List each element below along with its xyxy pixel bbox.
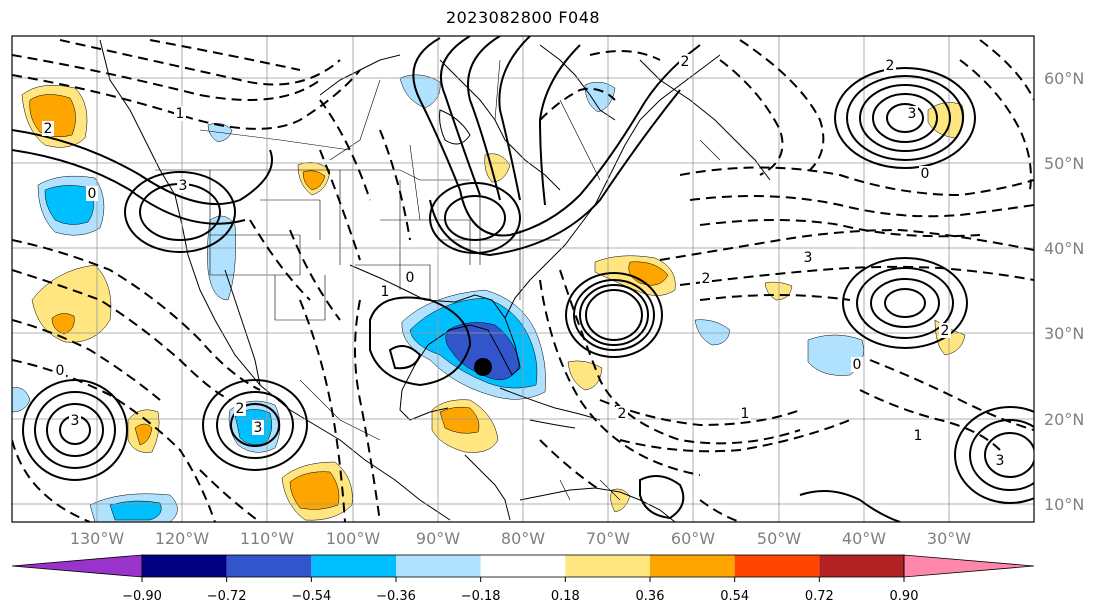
contour-label: 0 (56, 363, 65, 379)
contour-label: 2 (702, 271, 711, 287)
lon-label: 30°W (927, 529, 971, 548)
contour-label: 2 (886, 58, 895, 74)
colorbar-label: −0.36 (376, 589, 416, 604)
contour-label: 2 (618, 406, 627, 422)
colorbar-label: 0.36 (636, 589, 665, 604)
contour-label: 2 (236, 401, 245, 417)
lon-label: 40°W (842, 529, 886, 548)
contour-label: 3 (908, 106, 917, 122)
colorbar: −0.90 −0.72 −0.54 −0.36 −0.18 0.18 0.36 0.54 0.7… (11, 554, 1035, 604)
colorbar-label: 0.18 (551, 589, 580, 604)
lon-axis-labels: 130°W 120°W 110°W 100°W 90°W 80°W 70°W 60°W 50°W… (70, 529, 971, 548)
colorbar-segment (819, 555, 904, 577)
colorbar-segment (311, 555, 396, 577)
contour-label: 3 (71, 413, 80, 429)
colorbar-label: 0.72 (805, 589, 834, 604)
colorbar-label: −0.18 (461, 589, 501, 604)
lon-label: 50°W (757, 529, 801, 548)
colorbar-extend-low (11, 554, 143, 578)
contour-label: 3 (996, 453, 1005, 469)
colorbar-segment (734, 555, 820, 577)
contour-label: 0 (88, 186, 97, 202)
state-borders (155, 59, 721, 501)
colorbar-extend-high (903, 554, 1035, 578)
lon-label: 100°W (326, 529, 381, 548)
lon-label: 130°W (70, 529, 125, 548)
contour-label: 2 (44, 121, 53, 137)
lat-label: 40°N (1044, 239, 1084, 258)
lat-label: 60°N (1044, 69, 1084, 88)
colorbar-label: −0.90 (122, 589, 162, 604)
lat-label: 30°N (1044, 324, 1084, 343)
colorbar-label: −0.72 (207, 589, 247, 604)
storm-center-dot (474, 358, 492, 376)
lon-label: 90°W (416, 529, 460, 548)
colorbar-label: 0.90 (890, 589, 919, 604)
colorbar-label: 0.54 (720, 589, 749, 604)
dashed-contours (12, 39, 1034, 522)
lon-label: 60°W (671, 529, 715, 548)
lon-label: 70°W (586, 529, 630, 548)
colorbar-segment (480, 555, 566, 577)
contour-label: 0 (921, 166, 930, 182)
lon-label: 80°W (501, 529, 545, 548)
contour-label: 2 (941, 323, 950, 339)
contour-label: 2 (681, 54, 690, 70)
contour-label: 3 (804, 250, 813, 266)
contour-label: 3 (254, 420, 263, 436)
colorbar-segment (226, 555, 312, 577)
colorbar-label: −0.54 (291, 589, 331, 604)
colorbar-segment (396, 555, 481, 577)
gridlines (12, 36, 1034, 522)
lat-label: 10°N (1044, 495, 1084, 514)
contour-label: 1 (914, 428, 923, 444)
contour-label: 1 (176, 106, 185, 122)
lon-label: 120°W (155, 529, 210, 548)
lat-label: 50°N (1044, 154, 1084, 173)
contour-label: 1 (741, 406, 750, 422)
colorbar-segment (565, 555, 650, 577)
lat-label: 20°N (1044, 410, 1084, 429)
map-title: 2023082800 F048 (445, 8, 601, 27)
contour-label: 3 (179, 178, 188, 194)
colorbar-segment (650, 555, 735, 577)
colorbar-segment (142, 555, 227, 577)
lon-label: 110°W (240, 529, 295, 548)
map-frame (11, 35, 1035, 523)
contour-label: 1 (381, 284, 390, 300)
solid-contours (12, 36, 1034, 522)
lat-axis-labels: 60°N 50°N 40°N 30°N 20°N 10°N (1044, 69, 1084, 514)
contour-label: 0 (406, 270, 415, 286)
contour-label: 0 (853, 357, 862, 373)
